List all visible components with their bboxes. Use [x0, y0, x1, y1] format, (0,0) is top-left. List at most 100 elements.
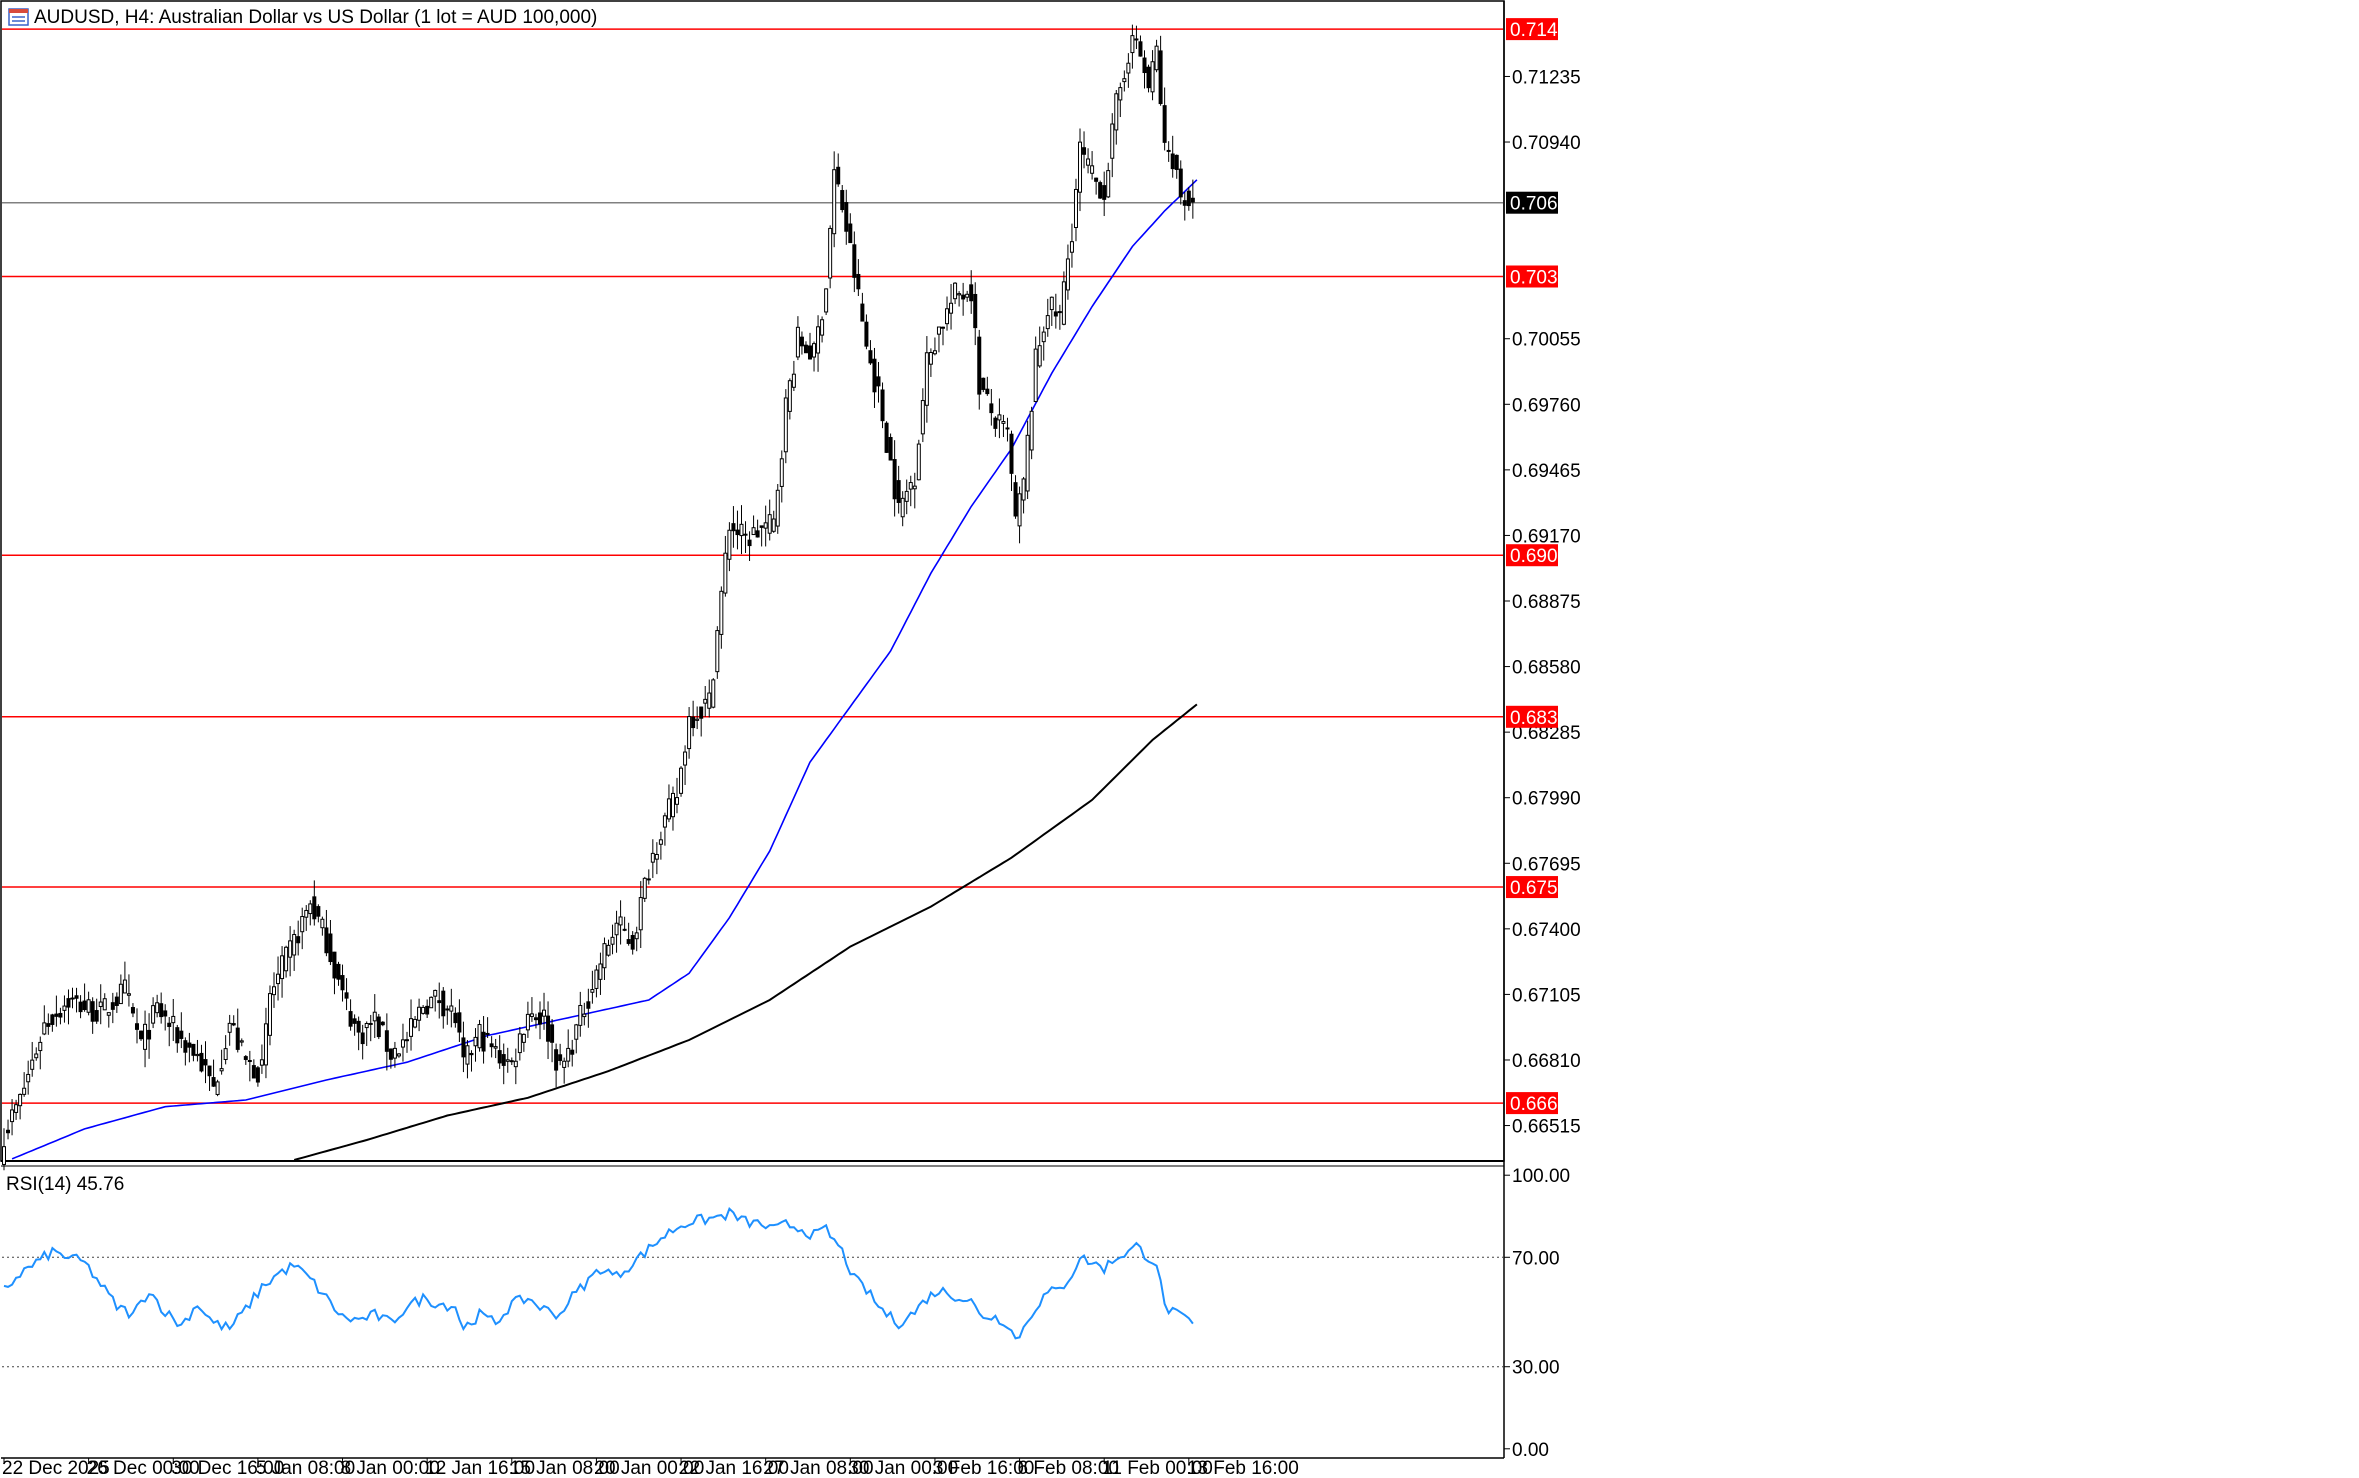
candle	[14, 1099, 19, 1120]
candle	[364, 1021, 369, 1046]
candle	[997, 398, 1002, 439]
candle	[546, 1001, 551, 1060]
candle-body-down	[840, 190, 845, 211]
candle	[139, 1030, 144, 1041]
candle-body-down	[973, 293, 978, 329]
candle-body-up	[280, 955, 285, 980]
candle-body-up	[711, 679, 716, 708]
candle-body-up	[1086, 158, 1091, 166]
candle	[932, 337, 937, 356]
candle-body-down	[453, 1012, 458, 1024]
time-tick-label: 11 Feb 00:00	[1102, 1458, 1213, 1478]
chart-window-icon[interactable]	[8, 8, 29, 26]
candle	[409, 999, 414, 1051]
ma-black-line	[293, 703, 1198, 1161]
candle	[461, 1021, 466, 1073]
candle-body-up	[562, 1060, 567, 1068]
candle	[1190, 179, 1195, 219]
candle	[215, 1079, 220, 1097]
candle	[1025, 420, 1030, 500]
candle-body-down	[376, 1016, 381, 1038]
candle	[888, 433, 893, 461]
candle	[445, 1005, 450, 1025]
candle-body-down	[461, 1037, 466, 1058]
candle	[654, 842, 659, 875]
candle-body-down	[888, 437, 893, 461]
candle-body-down	[179, 1030, 184, 1039]
candle	[642, 876, 647, 902]
candle-body-down	[163, 1010, 168, 1017]
candle-body-down	[296, 936, 301, 944]
candle	[646, 869, 651, 885]
candle-body-down	[1158, 50, 1163, 105]
candle	[26, 1060, 31, 1095]
time-tick-label: 15 Jan 08:00	[510, 1458, 620, 1478]
candle-body-up	[1090, 165, 1095, 174]
candle-body-down	[380, 1021, 385, 1026]
candle	[118, 974, 123, 1005]
candle	[396, 1053, 401, 1058]
candle	[272, 972, 277, 1008]
candle-body-up	[219, 1068, 224, 1072]
candle-body-up	[791, 373, 796, 388]
candle-body-up	[106, 1012, 111, 1016]
candle-body-up	[743, 533, 748, 536]
candle	[1049, 296, 1054, 326]
candle	[791, 360, 796, 391]
candle-body-down	[481, 1031, 486, 1052]
candle-body-down	[167, 1022, 172, 1027]
candle	[296, 920, 301, 956]
level-label-1: 0.70335	[1506, 265, 1579, 288]
candle-body-down	[993, 417, 998, 429]
candle-body-up	[832, 169, 837, 235]
candle-body-up	[433, 989, 438, 997]
candle	[566, 1029, 571, 1068]
candle	[98, 984, 103, 1025]
candle-body-down	[441, 990, 446, 1017]
candle	[1041, 326, 1046, 361]
price-tick-label: 0.68580	[1512, 658, 1581, 679]
candle-body-up	[828, 227, 833, 279]
candle-body-up	[1061, 281, 1066, 325]
price-tick-label: 0.70055	[1512, 330, 1581, 351]
candle-body-up	[618, 916, 623, 926]
candle	[824, 288, 829, 316]
candle	[1061, 271, 1066, 326]
candle-body-up	[751, 527, 756, 536]
candle-body-down	[485, 1032, 490, 1035]
candle	[126, 974, 131, 1007]
candle	[203, 1041, 208, 1084]
candle-body-up	[675, 797, 680, 805]
candle	[558, 1043, 563, 1066]
candle-body-up	[267, 993, 272, 1036]
candle	[413, 1016, 418, 1029]
candle-body-down	[626, 939, 631, 944]
candle	[691, 700, 696, 737]
candle-body-up	[924, 352, 929, 406]
candle-body-down	[977, 336, 982, 395]
candle	[1053, 293, 1058, 329]
candle	[243, 1055, 248, 1065]
candle	[1122, 70, 1127, 92]
candle	[1094, 177, 1099, 195]
candle-body-up	[272, 986, 277, 996]
candle-body-down	[425, 1005, 430, 1015]
candle-body-down	[1094, 177, 1099, 182]
candle	[22, 1072, 27, 1097]
candle-body-down	[1134, 38, 1139, 41]
level-label-2-box	[1506, 544, 1558, 567]
candle	[429, 996, 434, 1009]
candle	[602, 937, 607, 981]
main-panel-frame	[0, 0, 1505, 1162]
candle	[953, 282, 958, 305]
candle-body-up	[449, 1005, 454, 1012]
candle-body-down	[1013, 482, 1018, 517]
candle-body-down	[251, 1065, 256, 1079]
time-tick-label: 27 Jan 08:00	[764, 1458, 874, 1478]
candle	[187, 1032, 192, 1063]
candle	[638, 881, 643, 948]
candle	[1134, 25, 1139, 49]
candle	[1073, 178, 1078, 242]
candle	[550, 1019, 555, 1063]
